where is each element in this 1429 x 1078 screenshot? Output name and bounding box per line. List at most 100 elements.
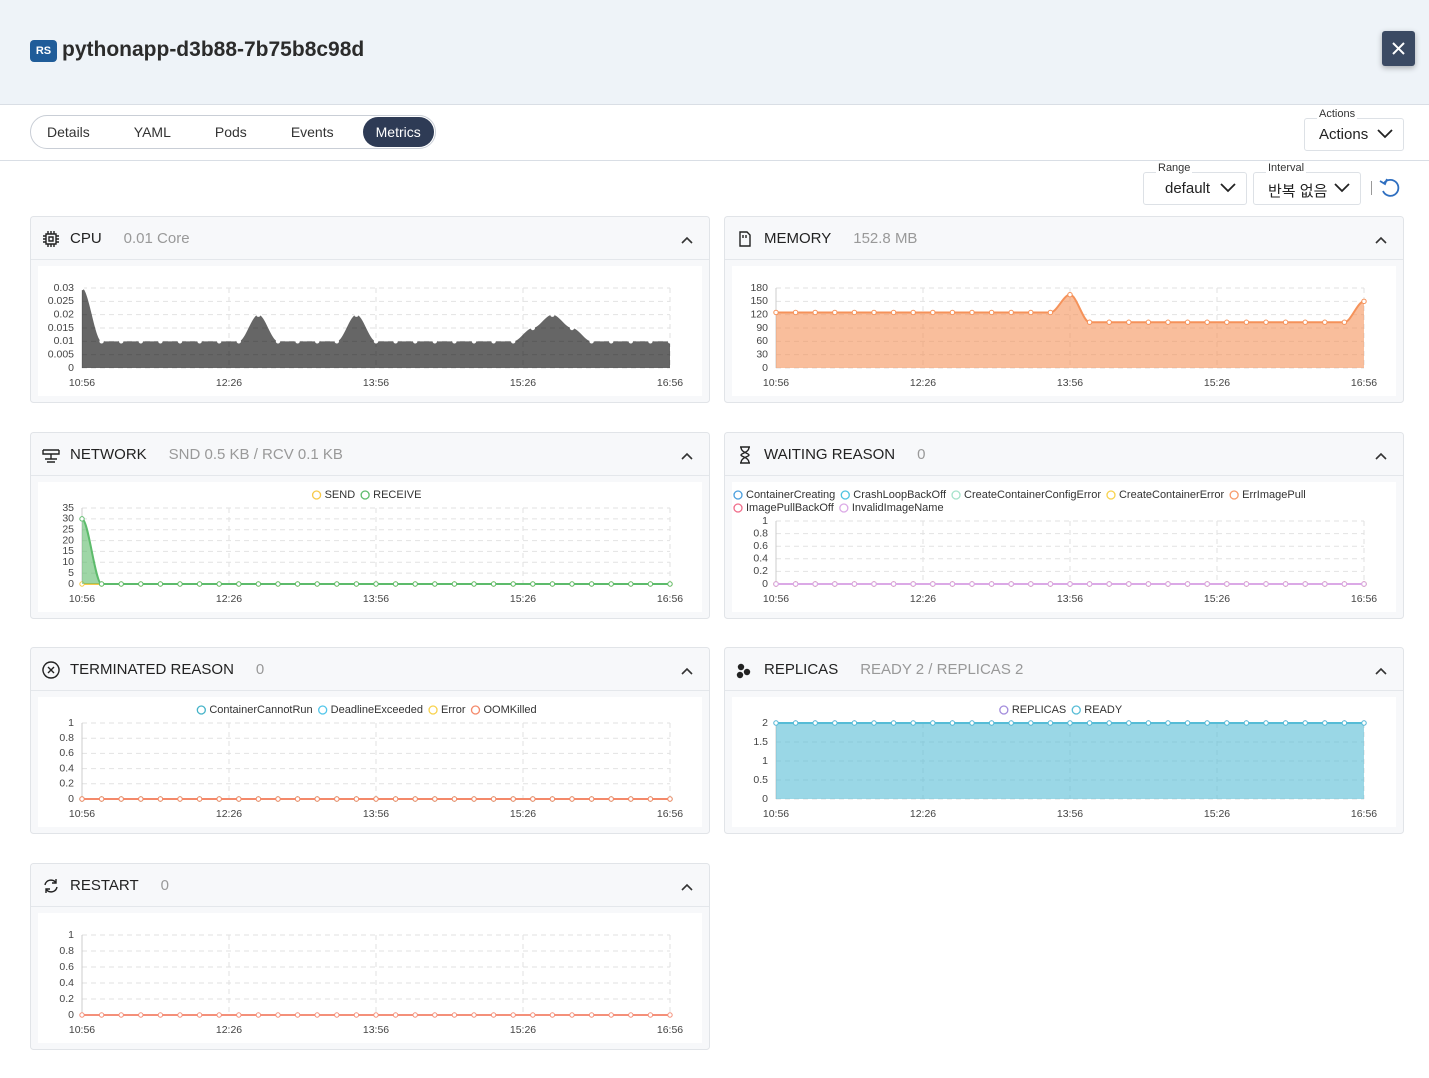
y-tick-label: 15: [62, 545, 74, 557]
y-tick-label: 0.02: [54, 308, 75, 320]
point: [1263, 581, 1269, 587]
y-tick-label: 0.4: [753, 553, 768, 565]
chart-card: [732, 482, 1396, 612]
tab[interactable]: Events: [290, 124, 334, 140]
tab[interactable]: Details: [47, 124, 90, 140]
point: [373, 581, 379, 587]
point: [138, 796, 144, 802]
point: [773, 581, 779, 587]
point: [1047, 720, 1054, 726]
point: [1145, 720, 1152, 726]
point: [138, 796, 144, 802]
actions-dropdown[interactable]: Actions Actions: [1304, 108, 1404, 151]
interval-dropdown[interactable]: Interval 반복 없음: [1253, 162, 1361, 205]
point: [1302, 581, 1308, 587]
chevron: [1220, 183, 1236, 193]
point: [412, 581, 418, 587]
point: [79, 796, 85, 802]
point: [236, 796, 242, 802]
refresh-button[interactable]: [1379, 177, 1403, 199]
point: [490, 581, 497, 587]
tab[interactable]: Metrics: [362, 117, 434, 147]
chart-card: [732, 266, 1396, 396]
point: [1126, 581, 1132, 587]
collapse-button[interactable]: [681, 236, 693, 244]
x-tick-label: 16:56: [1351, 593, 1377, 605]
point: [647, 796, 654, 802]
point: [1361, 720, 1367, 726]
point: [157, 796, 164, 802]
point: [1145, 319, 1152, 325]
point: [412, 796, 418, 802]
point: [510, 1012, 516, 1018]
point: [510, 796, 516, 802]
point: [812, 581, 818, 587]
close-button[interactable]: [1382, 31, 1415, 66]
point: [491, 339, 496, 344]
y-tick-label: 0.025: [48, 295, 74, 307]
point: [1224, 581, 1230, 587]
x-tick-label: 16:56: [1351, 377, 1377, 389]
collapse-button[interactable]: [1375, 667, 1387, 675]
tab[interactable]: YAML: [133, 124, 171, 140]
point: [1086, 319, 1093, 325]
collapse-button[interactable]: [681, 883, 693, 891]
point: [812, 720, 818, 726]
y-tick-label: 0: [762, 362, 768, 374]
panel: [30, 863, 710, 1050]
point: [334, 339, 339, 344]
x-tick-label: 12:26: [216, 1024, 242, 1036]
panel-summary: 0: [161, 877, 169, 894]
point: [988, 581, 995, 587]
point: [353, 581, 360, 587]
collapse-button[interactable]: [681, 452, 693, 460]
point: [294, 796, 301, 802]
point: [1126, 581, 1132, 587]
point: [255, 796, 262, 802]
point: [792, 581, 799, 587]
legend-label: DeadlineExceeded: [331, 704, 423, 716]
range-dropdown[interactable]: Range default: [1143, 162, 1247, 205]
point: [832, 720, 838, 726]
point: [930, 581, 936, 587]
collapse-button[interactable]: [681, 667, 693, 675]
resource-title: pythonapp-d3b88-7b75b8c98d: [62, 38, 365, 61]
point: [930, 720, 936, 726]
point: [471, 1012, 477, 1018]
point: [1165, 581, 1171, 587]
line: [82, 288, 670, 341]
point: [1302, 581, 1308, 587]
x-tick-label: 10:56: [69, 593, 95, 605]
point: [98, 581, 105, 587]
point: [1008, 581, 1014, 587]
point: [490, 796, 497, 802]
legend-label: CreateContainerError: [1119, 489, 1224, 501]
point: [373, 1012, 379, 1018]
point: [930, 581, 936, 587]
collapse-button[interactable]: [1375, 236, 1387, 244]
collapse-button[interactable]: [1375, 452, 1387, 460]
point: [1361, 581, 1367, 587]
chevron: [1377, 129, 1393, 139]
x-tick-label: 10:56: [763, 808, 789, 820]
point: [569, 1012, 575, 1018]
actions-label: Actions: [1317, 108, 1358, 120]
x-tick-label: 10:56: [69, 808, 95, 820]
point: [1145, 581, 1152, 587]
legend-marker: [470, 705, 481, 715]
range-value: default: [1165, 180, 1211, 197]
point: [1341, 581, 1348, 587]
point: [608, 1012, 614, 1018]
x-tick-label: 15:26: [510, 593, 536, 605]
point: [647, 796, 654, 802]
legend-item: InvalidImageName: [839, 502, 944, 514]
point: [432, 796, 438, 802]
point: [871, 309, 877, 316]
point: [99, 339, 104, 344]
point: [1067, 581, 1073, 587]
point: [1067, 581, 1073, 587]
point: [812, 581, 818, 587]
tab[interactable]: Pods: [214, 124, 247, 140]
point: [1028, 581, 1034, 587]
point: [949, 581, 956, 587]
